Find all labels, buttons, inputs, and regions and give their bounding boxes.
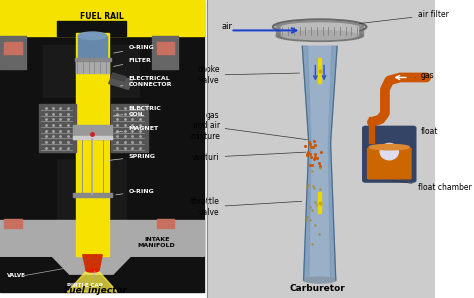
Bar (35, 98, 148, 158)
Text: air filter: air filter (359, 10, 448, 24)
Text: O-RING: O-RING (116, 189, 154, 195)
Bar (76, 33, 109, 256)
Text: FILTER: FILTER (114, 58, 151, 66)
Text: choke
valve: choke valve (197, 65, 300, 85)
FancyBboxPatch shape (363, 126, 416, 182)
Text: Fuel injector: Fuel injector (64, 286, 127, 295)
Bar (152, 36, 178, 69)
Bar (75, 58, 111, 61)
Text: INTAKE
MANIFOLD: INTAKE MANIFOLD (138, 238, 175, 248)
Ellipse shape (282, 23, 358, 32)
Bar (0, 0, 204, 292)
Polygon shape (328, 143, 336, 280)
Ellipse shape (86, 268, 99, 272)
Text: PINTLE CAP: PINTLE CAP (67, 283, 103, 288)
Text: FUEL RAIL: FUEL RAIL (80, 12, 124, 21)
Bar (276, 23, 363, 36)
Ellipse shape (276, 30, 363, 41)
Bar (76, 61, 109, 73)
Polygon shape (303, 143, 311, 280)
Text: VALVE: VALVE (7, 273, 26, 277)
Polygon shape (109, 73, 133, 89)
Bar (156, 42, 174, 54)
Bar (4, 219, 22, 228)
Bar (73, 136, 112, 139)
Text: MAGNET: MAGNET (116, 126, 158, 132)
Bar (39, 104, 76, 152)
Polygon shape (111, 73, 126, 81)
Ellipse shape (369, 145, 409, 150)
Bar (56, 21, 126, 36)
Polygon shape (67, 270, 118, 292)
Text: air: air (222, 22, 233, 31)
Text: ELECTRIC
COIL: ELECTRIC COIL (114, 106, 161, 117)
Polygon shape (302, 46, 311, 143)
Bar (156, 219, 174, 228)
Bar (73, 193, 112, 197)
Bar (4, 42, 22, 54)
Bar (73, 125, 112, 139)
Text: O-RING: O-RING (114, 45, 154, 53)
Ellipse shape (303, 277, 336, 283)
Bar (282, 26, 358, 35)
Bar (78, 36, 107, 60)
Ellipse shape (282, 31, 358, 40)
Text: gas
and air
mixture: gas and air mixture (190, 111, 307, 141)
Text: ELECTRICAL
CONNECTOR: ELECTRICAL CONNECTOR (120, 76, 172, 87)
Bar (0, 0, 204, 36)
Polygon shape (0, 221, 204, 274)
Text: float chamber: float chamber (392, 181, 471, 192)
Text: venturi: venturi (192, 152, 306, 162)
Ellipse shape (78, 32, 107, 40)
Text: Carburetor: Carburetor (290, 284, 346, 293)
Bar (111, 104, 148, 152)
Bar (207, 0, 435, 298)
Bar (369, 117, 374, 143)
Bar (0, 36, 26, 69)
Bar (56, 45, 126, 223)
Text: throttle
valve: throttle valve (191, 197, 301, 217)
Polygon shape (82, 255, 102, 270)
Polygon shape (303, 143, 336, 280)
Bar (318, 192, 321, 213)
Text: float: float (415, 127, 438, 136)
Bar (44, 45, 139, 119)
Bar (318, 58, 321, 83)
Polygon shape (302, 46, 337, 143)
Text: gas: gas (415, 71, 435, 80)
FancyBboxPatch shape (367, 148, 411, 179)
Ellipse shape (380, 143, 399, 160)
Polygon shape (328, 46, 337, 143)
Ellipse shape (276, 21, 363, 33)
Text: SPRING: SPRING (107, 154, 155, 161)
